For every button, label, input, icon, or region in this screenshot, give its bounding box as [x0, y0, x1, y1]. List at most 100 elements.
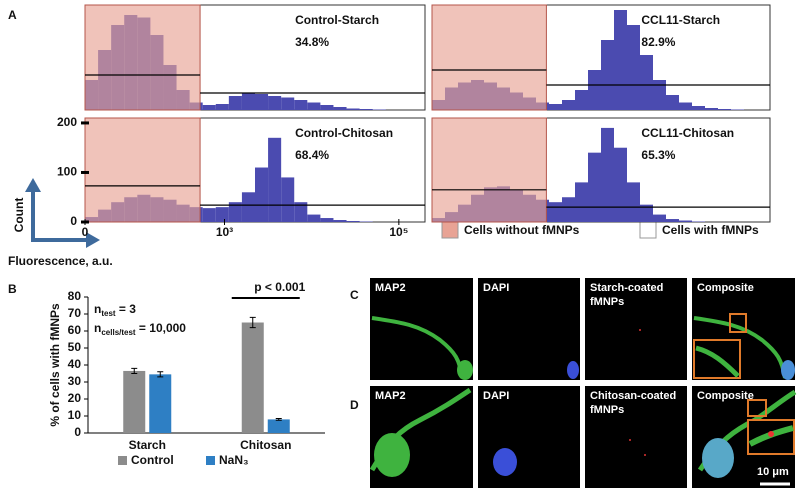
zoom-box — [729, 313, 747, 333]
hist-bar — [575, 182, 588, 222]
hist-bar — [601, 127, 614, 222]
panel-label: A — [8, 8, 17, 22]
hist-bar — [653, 214, 666, 222]
hist-bar — [575, 90, 588, 110]
hist-bar — [294, 100, 308, 110]
hist-title: Control-Starch — [295, 13, 379, 27]
y-tick-label: 0 — [74, 425, 81, 439]
y-tick-label: 0 — [70, 214, 77, 228]
bar — [241, 322, 264, 433]
hist-bar — [294, 202, 308, 222]
x-axis-label: Fluorescence, a.u. — [8, 254, 113, 268]
hist-bar — [705, 108, 718, 110]
hist-percent: 34.8% — [295, 35, 329, 49]
channel-label: Starch-coated — [590, 282, 663, 294]
particle — [768, 431, 774, 437]
bar — [267, 419, 290, 433]
hist-bar — [202, 105, 216, 110]
scale-bar-label: 10 μm — [757, 466, 789, 478]
x-tick-label: Starch — [129, 438, 166, 452]
y-tick-label: 20 — [68, 391, 82, 405]
hist-bar — [320, 105, 334, 110]
channel-label: Composite — [697, 282, 754, 294]
x-tick-label: Chitosan — [240, 438, 291, 452]
hist-bar — [640, 204, 653, 222]
micrographs — [369, 278, 797, 488]
image — [585, 278, 687, 380]
error-bar — [157, 371, 164, 378]
gate-region — [84, 117, 201, 223]
annotation-text: n — [94, 302, 101, 316]
hist-bar — [307, 102, 321, 110]
nucleus — [493, 448, 517, 476]
hist-bar — [320, 218, 334, 222]
bar — [123, 370, 146, 433]
hist-bar — [679, 220, 692, 222]
legend-label: NaN₃ — [219, 453, 249, 467]
x-tick-label: 0 — [82, 225, 89, 239]
hist-bar — [640, 55, 653, 110]
hist-bar — [562, 100, 575, 110]
hist-bar — [614, 147, 627, 222]
channel-label: DAPI — [483, 282, 509, 294]
hist-bar — [601, 40, 614, 110]
annotation-suffix: = 3 — [116, 302, 137, 316]
y-tick-label: 200 — [57, 115, 77, 129]
annotation-sub: test — [101, 309, 116, 318]
x-tick-label: 10⁵ — [389, 225, 408, 239]
hist-bar — [627, 182, 640, 222]
gate-region — [431, 117, 547, 223]
y-tick-label: 10 — [68, 408, 82, 422]
particle — [639, 329, 641, 331]
soma — [781, 360, 795, 380]
hist-bar — [281, 177, 295, 222]
legend-swatch — [206, 456, 215, 465]
annotation-text: n — [94, 321, 101, 335]
hist-bar — [307, 214, 321, 222]
y-tick-label: 100 — [57, 165, 77, 179]
hist-bar — [215, 207, 229, 222]
axis-arrows — [25, 178, 100, 248]
arrow-head — [86, 232, 100, 248]
hist-bar — [228, 202, 242, 222]
channel-label: Composite — [697, 390, 754, 402]
error-bar — [275, 418, 282, 421]
image — [585, 386, 687, 488]
legend-swatch — [639, 221, 657, 239]
hist-bar — [215, 104, 229, 110]
x-tick-label: 10³ — [216, 225, 233, 239]
soma — [457, 360, 473, 380]
annotation: ntest = 3 — [94, 302, 136, 318]
legend-label: Control — [131, 453, 174, 467]
panel-label: B — [8, 282, 17, 296]
hist-bar — [627, 25, 640, 110]
hist-bar — [346, 221, 360, 222]
significance-label: p < 0.001 — [254, 280, 305, 294]
zoom-box — [747, 399, 767, 417]
channel-label: fMNPs — [590, 296, 624, 308]
hist-bar — [666, 219, 679, 222]
soma — [702, 438, 734, 478]
hist-bar — [372, 109, 386, 110]
hist-bar — [268, 96, 282, 110]
hist-bar — [718, 109, 731, 110]
soma — [374, 433, 410, 477]
hist-bar — [268, 137, 282, 222]
legend-label: Cells with fMNPs — [662, 223, 759, 237]
annotation: ncells/test = 10,000 — [94, 321, 186, 337]
y-tick-label: 40 — [68, 357, 82, 371]
gate-region — [431, 4, 547, 111]
channel-label: DAPI — [483, 390, 509, 402]
hist-bar — [679, 102, 692, 110]
annotation-sub: cells/test — [101, 328, 136, 337]
hist-bar — [692, 106, 705, 110]
hist-bar — [333, 220, 347, 222]
hist-bar — [255, 94, 269, 110]
hist-title: CCL11-Chitosan — [641, 126, 734, 140]
channel-label: MAP2 — [375, 390, 406, 402]
neuron — [693, 316, 787, 379]
hist-percent: 82.9% — [641, 35, 675, 49]
hist-title: Control-Chitosan — [295, 126, 393, 140]
